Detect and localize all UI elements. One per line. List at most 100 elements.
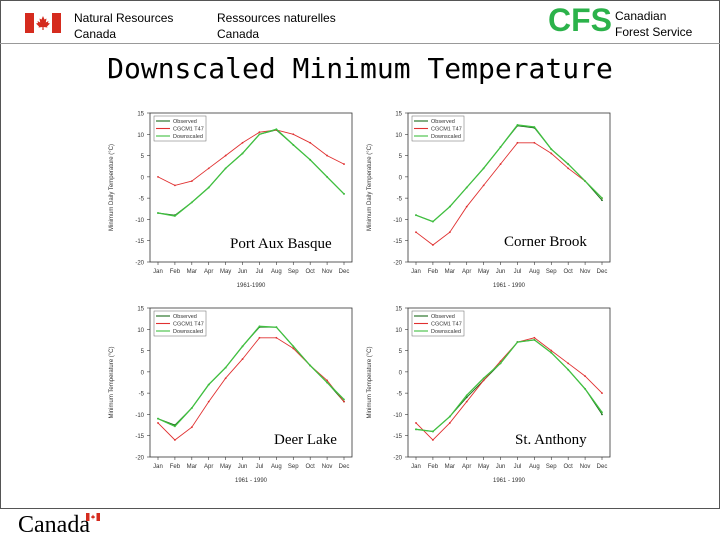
data-point xyxy=(550,349,553,352)
y-tick-label: 15 xyxy=(395,112,402,118)
x-tick-label: Dec xyxy=(597,269,608,275)
y-axis-label: Minimum Daily Temperature (°C) xyxy=(109,144,115,231)
x-tick-label: Nov xyxy=(322,269,333,275)
x-tick-label: May xyxy=(478,269,489,275)
data-point xyxy=(174,425,176,428)
y-tick-label: -20 xyxy=(135,456,144,462)
data-point xyxy=(482,167,485,170)
data-point xyxy=(516,341,519,343)
data-point xyxy=(309,364,312,367)
data-point xyxy=(465,396,468,399)
y-tick-label: 5 xyxy=(141,349,145,355)
x-axis-label: 1961 - 1990 xyxy=(235,478,268,484)
data-point xyxy=(258,336,261,339)
data-point xyxy=(241,358,244,360)
header-divider xyxy=(0,43,720,44)
site-label: St. Anthony xyxy=(515,432,587,448)
data-point xyxy=(258,325,261,328)
x-tick-label: Jul xyxy=(514,464,522,470)
data-point xyxy=(533,339,536,341)
data-point xyxy=(448,205,451,208)
y-tick-label: 0 xyxy=(141,175,145,181)
data-point xyxy=(275,128,278,131)
y-axis-label: Minimum Temperature (°C) xyxy=(367,347,373,419)
data-point xyxy=(207,186,210,189)
series-line xyxy=(157,129,345,186)
y-tick-label: -10 xyxy=(135,413,144,419)
page-title: Downscaled Minimum Temperature xyxy=(107,52,613,85)
data-point xyxy=(499,163,502,165)
x-tick-label: Sep xyxy=(546,464,557,470)
data-point xyxy=(533,336,536,339)
x-tick-label: Jun xyxy=(238,269,248,275)
series-line xyxy=(415,337,603,441)
chart-panel-port-aux-basque: 15 10 5 0 -5 -10 -15 -20 Minimum Daily Temperatu… xyxy=(104,105,362,295)
x-tick-label: Jan xyxy=(411,269,421,275)
y-tick-label: -15 xyxy=(135,434,144,440)
data-point xyxy=(550,148,553,151)
series-line xyxy=(415,124,603,223)
data-point xyxy=(174,184,176,187)
y-tick-label: -5 xyxy=(139,392,145,398)
legend-label: Downscaled xyxy=(431,329,461,335)
y-tick-label: -10 xyxy=(393,413,402,419)
x-tick-label: Apr xyxy=(204,464,213,470)
data-point xyxy=(190,407,193,409)
y-tick-label: 10 xyxy=(395,133,402,139)
x-tick-label: Dec xyxy=(597,464,608,470)
chart-svg-0: 15 10 5 0 -5 -10 -15 -20 Minimum Daily Temperatu… xyxy=(109,112,353,289)
data-point xyxy=(292,133,295,136)
chart-panel-corner-brook: 15 10 5 0 -5 -10 -15 -20 Minimum Daily Temperatu… xyxy=(362,105,620,295)
site-label: Corner Brook xyxy=(504,234,587,250)
data-point xyxy=(482,184,485,187)
data-point xyxy=(157,417,159,420)
data-point xyxy=(432,220,434,223)
chart-svg-2: 15 10 5 0 -5 -10 -15 -20 Minimum Temperature (°C… xyxy=(109,307,353,484)
y-tick-label: 10 xyxy=(395,328,402,334)
x-tick-label: May xyxy=(220,269,231,275)
data-point xyxy=(584,375,586,378)
data-point xyxy=(601,197,603,200)
data-point xyxy=(482,377,485,380)
legend-label: CGCM1 T47 xyxy=(173,322,204,328)
data-point xyxy=(343,163,345,165)
series-line xyxy=(157,325,345,428)
y-tick-label: -20 xyxy=(393,456,402,462)
y-tick-label: 5 xyxy=(399,154,403,160)
legend-label: Observed xyxy=(173,314,197,320)
x-tick-label: Oct xyxy=(306,269,316,275)
data-point xyxy=(465,186,468,189)
data-point xyxy=(567,362,570,365)
x-tick-label: Oct xyxy=(564,269,574,275)
series-line xyxy=(415,339,603,433)
dept-name-fr: Ressources naturelles Canada xyxy=(217,10,336,42)
x-tick-label: May xyxy=(478,464,489,470)
x-tick-label: Aug xyxy=(529,269,540,275)
data-point xyxy=(465,394,468,397)
x-tick-label: Dec xyxy=(339,464,350,470)
x-tick-label: Jan xyxy=(153,269,163,275)
data-point xyxy=(326,381,328,384)
x-tick-label: Jun xyxy=(496,269,506,275)
data-point xyxy=(292,345,295,348)
chart-svg-3: 15 10 5 0 -5 -10 -15 -20 Minimum Temperature (°C… xyxy=(367,307,611,484)
data-point xyxy=(174,215,176,217)
data-point xyxy=(207,400,210,403)
cfs-line1: Canadian xyxy=(615,9,667,23)
data-point xyxy=(601,413,603,416)
x-tick-label: Apr xyxy=(462,269,471,275)
x-tick-label: Nov xyxy=(322,464,333,470)
data-point xyxy=(448,415,451,418)
x-tick-label: Aug xyxy=(271,269,282,275)
data-point xyxy=(207,383,210,386)
series-line xyxy=(157,128,345,217)
x-tick-label: Jun xyxy=(238,464,248,470)
data-point xyxy=(499,146,502,148)
data-point xyxy=(292,144,295,146)
cfs-line2: Forest Service xyxy=(615,25,693,39)
data-point xyxy=(157,422,159,424)
dept-fr-line2: Canada xyxy=(217,27,260,41)
data-point xyxy=(275,336,278,339)
x-tick-label: Mar xyxy=(445,269,455,275)
data-point xyxy=(258,131,261,134)
